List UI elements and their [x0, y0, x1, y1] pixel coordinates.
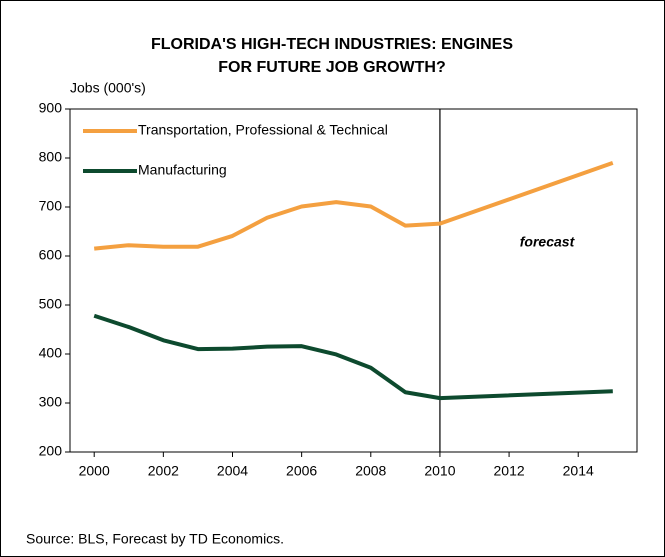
y-tick-label: 200	[39, 443, 63, 459]
forecast-label: forecast	[520, 234, 576, 250]
legend-label: Manufacturing	[138, 162, 227, 178]
x-tick-label: 2012	[494, 463, 525, 479]
chart-title: FOR FUTURE JOB GROWTH?	[218, 59, 446, 76]
legend-label: Transportation, Professional & Technical	[138, 122, 388, 138]
y-tick-label: 500	[39, 296, 63, 312]
y-tick-label: 700	[39, 198, 63, 214]
x-tick-label: 2014	[563, 463, 594, 479]
y-tick-label: 300	[39, 394, 63, 410]
x-tick-label: 2004	[217, 463, 248, 479]
y-tick-label: 800	[39, 149, 63, 165]
series-line	[93, 313, 613, 401]
chart-title: FLORIDA'S HIGH-TECH INDUSTRIES: ENGINES	[151, 36, 513, 53]
y-axis-label: Jobs (000's)	[70, 80, 146, 96]
x-tick-label: 2010	[424, 463, 455, 479]
y-tick-label: 900	[39, 100, 63, 116]
source: Source: BLS, Forecast by TD Economics.	[26, 531, 284, 547]
x-tick-label: 2006	[286, 463, 317, 479]
y-tick-label: 400	[39, 345, 63, 361]
series-line	[94, 161, 614, 251]
plot-area	[69, 108, 638, 453]
y-tick-label: 600	[39, 247, 63, 263]
x-tick-label: 2000	[79, 463, 110, 479]
x-tick-label: 2002	[148, 463, 179, 479]
x-tick-label: 2008	[355, 463, 386, 479]
